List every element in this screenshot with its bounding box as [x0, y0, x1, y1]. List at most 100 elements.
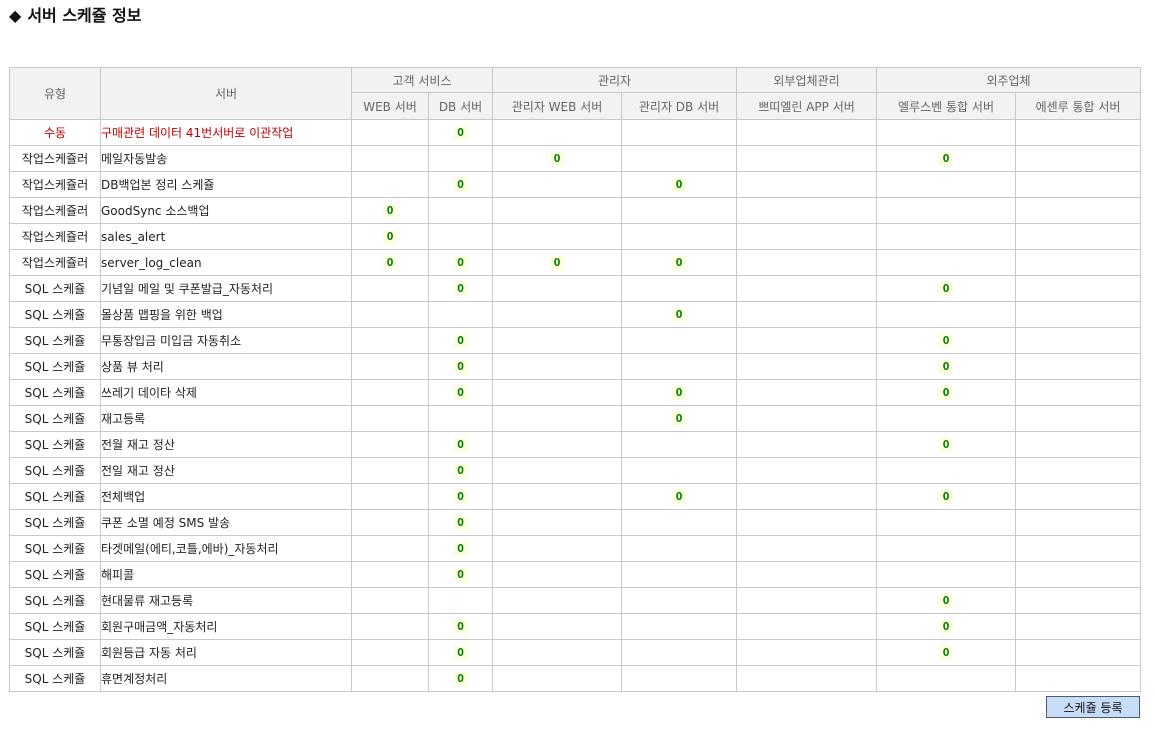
mark-cell — [1015, 665, 1142, 692]
mark-cell — [351, 405, 429, 432]
mark-cell: O — [427, 509, 494, 536]
check-mark: O — [672, 386, 687, 400]
mark-cell — [492, 483, 623, 510]
check-mark: O — [383, 230, 397, 244]
mark-cell — [351, 119, 429, 146]
mark-cell — [736, 197, 878, 224]
mark-cell — [876, 561, 1017, 588]
row-server-name: 무통장입금 미입금 자동취소 — [100, 327, 352, 354]
mark-cell — [621, 457, 738, 484]
check-mark: O — [453, 464, 468, 478]
mark-cell — [1015, 561, 1142, 588]
row-server-name: 쓰레기 데이타 삭제 — [100, 379, 352, 406]
row-server-name: 재고등록 — [100, 405, 352, 432]
row-server-name: DB백업본 정리 스케쥴 — [100, 171, 352, 198]
mark-cell — [736, 249, 878, 276]
mark-cell — [1015, 353, 1142, 380]
mark-cell — [492, 613, 623, 640]
column-header-type: 유형 — [9, 67, 101, 120]
check-mark: O — [939, 386, 954, 400]
mark-cell: O — [621, 405, 738, 432]
mark-cell — [876, 457, 1017, 484]
mark-cell — [351, 509, 429, 536]
row-server-name: 전일 재고 정산 — [100, 457, 352, 484]
check-mark: O — [939, 360, 954, 374]
mark-cell — [621, 145, 738, 172]
check-mark: O — [453, 438, 468, 452]
mark-cell — [1015, 483, 1142, 510]
table-row: SQL 스케쥴 쿠폰 소멸 예정 SMS 발송 O — [9, 509, 1142, 536]
mark-cell — [492, 119, 623, 146]
mark-cell — [736, 379, 878, 406]
column-header-admin-web-server: 관리자 WEB 서버 — [492, 92, 623, 120]
group-header-outsourcing: 외주업체 — [876, 67, 1142, 93]
mark-cell — [736, 301, 878, 328]
mark-cell — [492, 405, 623, 432]
check-mark: O — [453, 490, 468, 504]
table-row: SQL 스케쥴 회원등급 자동 처리 O O — [9, 639, 1142, 666]
check-mark: O — [939, 152, 954, 166]
column-header-server: 서버 — [100, 67, 352, 120]
mark-cell — [492, 457, 623, 484]
schedule-table: 유형 서버 고객 서비스 관리자 외부업체관리 외주업체 WEB 서버 DB 서… — [9, 67, 1142, 692]
mark-cell: O — [621, 249, 738, 276]
check-mark: O — [453, 256, 468, 270]
mark-cell — [736, 613, 878, 640]
mark-cell: O — [351, 223, 429, 250]
mark-cell — [351, 483, 429, 510]
mark-cell: O — [876, 431, 1017, 458]
mark-cell: O — [427, 327, 494, 354]
row-server-name: 회원등급 자동 처리 — [100, 639, 352, 666]
table-row: SQL 스케쥴 상품 뷰 처리 O O — [9, 353, 1142, 380]
mark-cell — [351, 353, 429, 380]
mark-cell: O — [427, 457, 494, 484]
mark-cell: O — [427, 275, 494, 302]
table-row: 작업스케쥴러 server_log_clean O O O O — [9, 249, 1142, 276]
mark-cell: O — [876, 275, 1017, 302]
row-type: 작업스케쥴러 — [9, 223, 101, 250]
table-header: 유형 서버 고객 서비스 관리자 외부업체관리 외주업체 WEB 서버 DB 서… — [9, 67, 1142, 120]
mark-cell — [736, 119, 878, 146]
mark-cell — [351, 275, 429, 302]
row-server-name: 몰상품 맵핑을 위한 백업 — [100, 301, 352, 328]
row-type: SQL 스케쥴 — [9, 327, 101, 354]
table-row: SQL 스케쥴 재고등록 O — [9, 405, 1142, 432]
row-type: 작업스케쥴러 — [9, 145, 101, 172]
row-server-name: 전월 재고 정산 — [100, 431, 352, 458]
mark-cell — [1015, 509, 1142, 536]
mark-cell — [351, 171, 429, 198]
page-title: ◆ 서버 스케쥴 정보 — [9, 5, 142, 27]
check-mark: O — [453, 360, 468, 374]
mark-cell — [492, 353, 623, 380]
row-server-name: 메일자동발송 — [100, 145, 352, 172]
mark-cell: O — [351, 249, 429, 276]
table-row: 수동 구매관련 데이터 41번서버로 이관작업 O — [9, 119, 1142, 146]
diamond-icon: ◆ — [9, 6, 22, 25]
page-title-text: 서버 스케쥴 정보 — [27, 6, 142, 25]
mark-cell — [621, 431, 738, 458]
row-type: SQL 스케쥴 — [9, 301, 101, 328]
mark-cell — [736, 483, 878, 510]
check-mark: O — [672, 256, 687, 270]
row-type: SQL 스케쥴 — [9, 353, 101, 380]
table-row: 작업스케쥴러 GoodSync 소스백업 O — [9, 197, 1142, 224]
table-row: 작업스케쥴러 sales_alert O — [9, 223, 1142, 250]
mark-cell — [351, 379, 429, 406]
mark-cell: O — [427, 639, 494, 666]
mark-cell — [427, 587, 494, 614]
mark-cell: O — [876, 327, 1017, 354]
register-schedule-button[interactable]: 스케쥴 등록 — [1046, 696, 1140, 718]
mark-cell — [621, 275, 738, 302]
mark-cell — [621, 223, 738, 250]
table-row: SQL 스케쥴 휴면계정처리 O — [9, 665, 1142, 692]
mark-cell — [427, 197, 494, 224]
check-mark: O — [453, 646, 468, 660]
mark-cell: O — [427, 665, 494, 692]
mark-cell — [621, 119, 738, 146]
column-header-db-server: DB 서버 — [427, 92, 494, 120]
row-server-name: 타겟메일(에티,코틀,에바)_자동처리 — [100, 535, 352, 562]
group-header-customer-service: 고객 서비스 — [350, 67, 494, 93]
mark-cell — [1015, 405, 1142, 432]
mark-cell: O — [621, 301, 738, 328]
mark-cell — [621, 535, 738, 562]
